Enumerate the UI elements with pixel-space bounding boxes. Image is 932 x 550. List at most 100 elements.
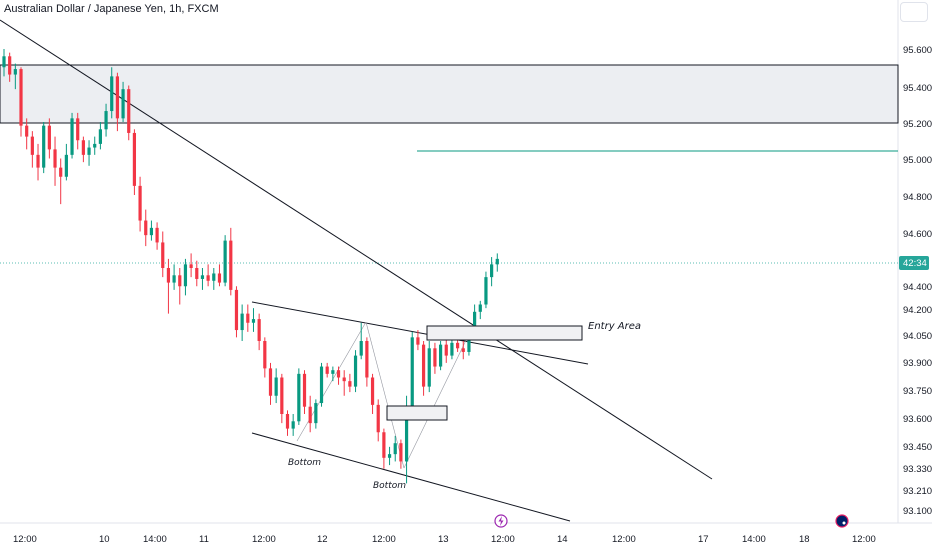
y-tick-label: 94.800	[903, 192, 932, 203]
y-tick-label: 95.000	[903, 155, 932, 166]
candle-body	[461, 348, 465, 352]
candle-body	[25, 125, 29, 137]
y-tick-label: 94.600	[903, 229, 932, 240]
y-tick-label: 93.100	[903, 506, 932, 517]
candle-body	[149, 227, 154, 236]
candle-body	[223, 240, 227, 283]
candle-body	[172, 275, 176, 283]
candle-body	[98, 129, 102, 144]
candle-body	[456, 342, 460, 349]
candle-body	[444, 344, 448, 356]
pattern-connector-line	[296, 321, 367, 442]
candle-body	[183, 264, 188, 287]
price-axis: 95.600 95.400 95.200 95.000 94.800 94.60…	[903, 45, 932, 517]
bottom-label-1: Bottom	[288, 458, 321, 468]
flag-event-icon[interactable]	[835, 514, 849, 528]
candle-body	[59, 167, 63, 177]
candle-body	[438, 344, 443, 367]
x-tick-label: 14:00	[742, 534, 766, 545]
y-tick-label: 93.330	[903, 464, 932, 475]
entry-area-box[interactable]	[426, 325, 583, 341]
candle-body	[8, 56, 12, 75]
candle-body	[280, 377, 284, 414]
candle-body	[376, 404, 380, 433]
candle-body	[217, 273, 222, 283]
y-tick-label: 95.200	[903, 119, 932, 130]
entry-area-label: Entry Area	[588, 321, 641, 332]
candle-body	[297, 373, 301, 422]
y-tick-label: 94.050	[903, 331, 932, 342]
candle-body	[76, 118, 80, 141]
x-tick-label: 12:00	[372, 534, 396, 545]
candle-body	[467, 331, 471, 352]
candle-body	[427, 348, 431, 387]
y-tick-label: 94.200	[903, 305, 932, 316]
candle-body	[331, 370, 335, 374]
y-tick-label: 95.600	[903, 45, 932, 56]
x-tick-label: 12:00	[852, 534, 876, 545]
x-tick-label: 12:00	[252, 534, 276, 545]
candle-body	[291, 421, 295, 429]
candle-body	[13, 69, 17, 75]
candle-body	[359, 341, 363, 356]
candle-body	[189, 264, 193, 268]
candle-body	[178, 275, 182, 287]
candle-body	[450, 342, 454, 356]
candle-body	[416, 337, 420, 345]
candle-body	[263, 341, 267, 369]
y-tick-label: 93.450	[903, 442, 932, 453]
candle-body	[47, 125, 51, 150]
candle-body	[274, 377, 278, 396]
candle-body	[257, 319, 261, 341]
candle-body	[132, 132, 137, 186]
candle-body	[36, 154, 40, 168]
candle-body	[127, 89, 131, 133]
candle-body	[138, 185, 142, 221]
chart-settings-button[interactable]	[900, 2, 928, 22]
candle-body	[348, 381, 352, 387]
bottom-label-2: Bottom	[373, 481, 406, 491]
candle-body	[365, 341, 369, 378]
candle-body	[19, 69, 23, 126]
candle-body	[399, 443, 403, 462]
candle-body	[302, 373, 307, 407]
y-tick-label: 93.210	[903, 486, 932, 497]
candle-body	[81, 140, 85, 155]
candle-body	[314, 403, 318, 424]
x-tick-label: 12	[317, 534, 328, 545]
x-tick-label: 14:00	[143, 534, 167, 545]
channel-lower-line[interactable]	[251, 432, 571, 522]
candle-body	[473, 311, 477, 332]
candle-body	[93, 143, 97, 148]
candle-body	[234, 289, 239, 331]
candle-body	[285, 414, 290, 429]
supply-zone[interactable]	[0, 64, 899, 124]
x-tick-label: 10	[99, 534, 110, 545]
candle-body	[206, 275, 210, 281]
candle-body	[115, 76, 119, 119]
channel-upper-line[interactable]	[251, 301, 589, 365]
candle-body	[325, 366, 329, 374]
candle-body	[155, 227, 159, 243]
candle-body	[393, 443, 397, 455]
candle-body	[87, 147, 91, 155]
x-tick-label: 18	[799, 534, 810, 545]
demand-box[interactable]	[386, 405, 448, 421]
candle-body	[370, 377, 375, 405]
candle-body	[195, 268, 199, 279]
pattern-connector-line	[403, 331, 471, 469]
candle-body	[121, 89, 125, 119]
lightning-event-icon[interactable]	[494, 514, 508, 528]
candle-body	[404, 410, 409, 462]
x-tick-label: 17	[698, 534, 709, 545]
candle-body	[387, 454, 392, 458]
pattern-connector-line	[365, 321, 405, 469]
candle-body	[433, 348, 437, 367]
x-tick-label: 11	[199, 534, 209, 545]
x-tick-label: 12:00	[491, 534, 515, 545]
candle-body	[490, 264, 494, 278]
current-price-badge	[899, 256, 929, 270]
candle-body	[484, 277, 488, 305]
y-tick-label: 93.750	[903, 386, 932, 397]
